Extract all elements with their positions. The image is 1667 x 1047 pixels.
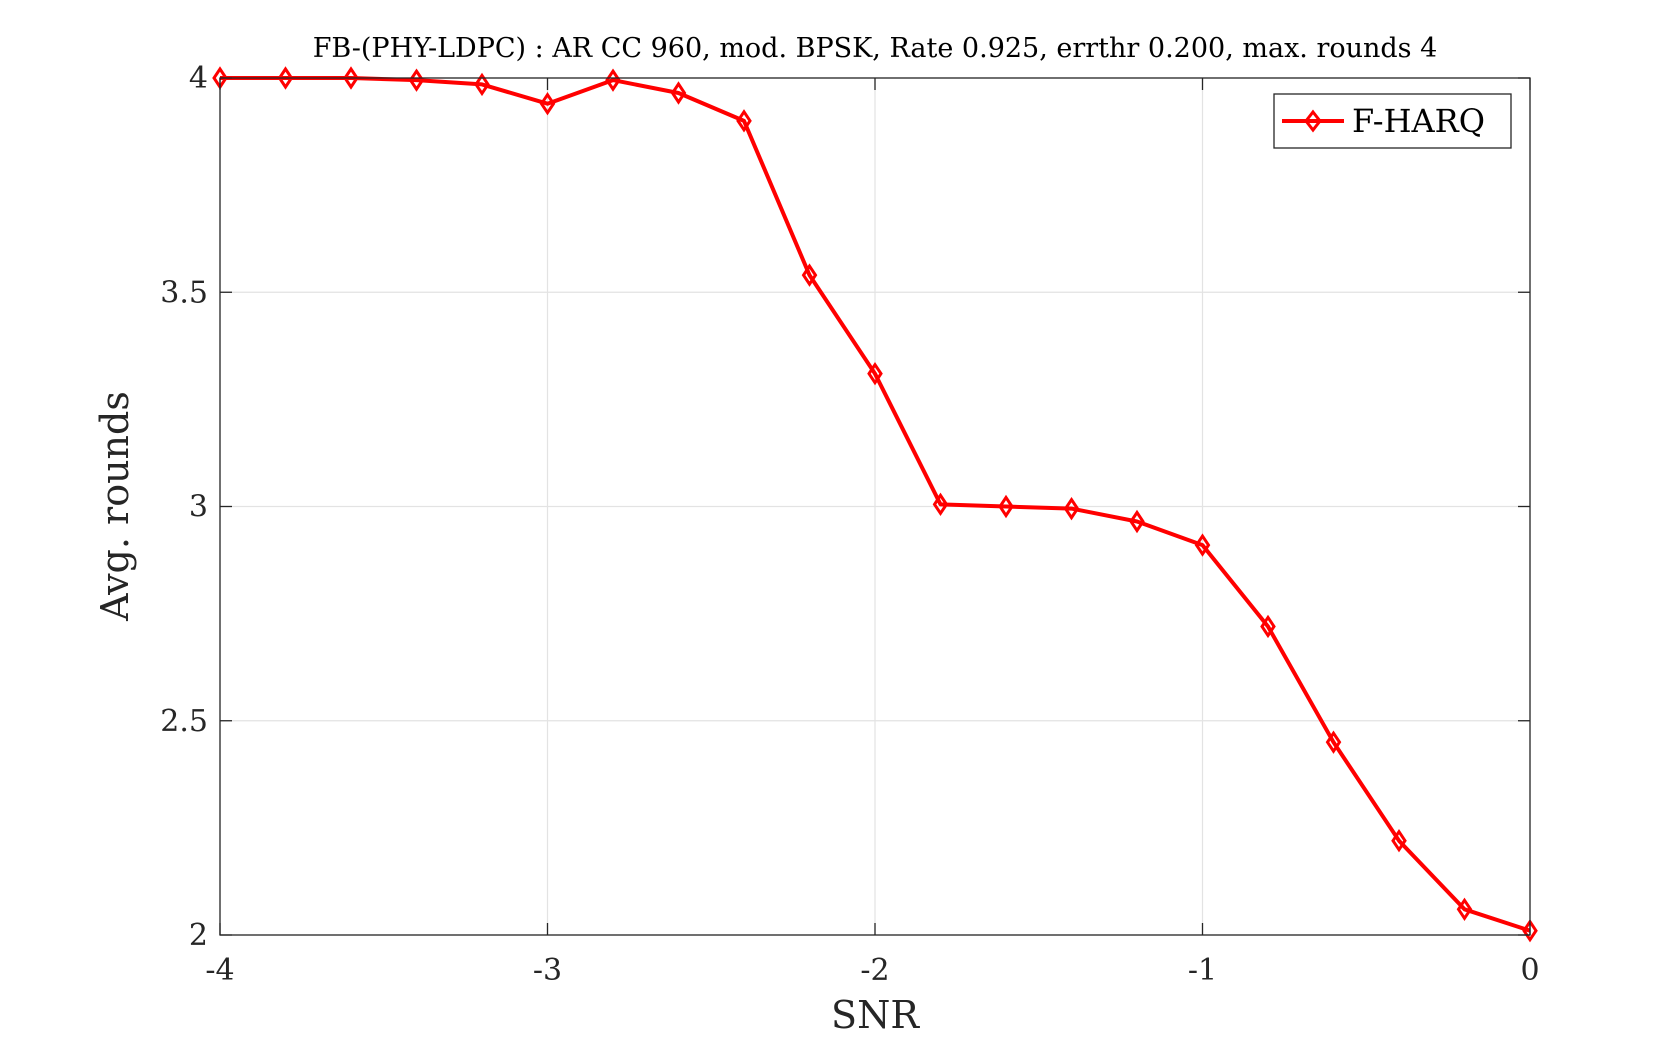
x-tick-label: -1 xyxy=(1188,953,1217,988)
data-point-marker xyxy=(1260,614,1276,639)
data-point-marker xyxy=(408,68,425,92)
legend-box xyxy=(1273,93,1512,149)
y-tick-label: 3.5 xyxy=(160,275,208,310)
data-point-marker xyxy=(1194,533,1211,557)
legend-label: F-HARQ xyxy=(1352,102,1485,140)
y-tick-label: 3 xyxy=(189,490,208,525)
x-tick-label: -4 xyxy=(205,953,234,988)
x-tick-label: -2 xyxy=(860,953,889,988)
y-tick-label: 2.5 xyxy=(160,704,208,739)
data-point-marker xyxy=(1456,897,1473,921)
data-point-marker xyxy=(539,92,556,116)
chart-title: FB-(PHY-LDPC) : AR CC 960, mod. BPSK, Ra… xyxy=(313,33,1438,64)
legend: F-HARQ xyxy=(1273,93,1512,149)
y-tick-label: 2 xyxy=(189,918,208,953)
axis-ticks: -4 -3 -2 -1 0 2 2.5 3 3.5 4 xyxy=(160,61,1539,988)
data-point-marker xyxy=(1129,509,1145,534)
data-point-marker xyxy=(801,263,818,287)
data-point-marker xyxy=(867,361,883,386)
data-point-marker xyxy=(343,66,359,90)
y-axis-label: Avg. rounds xyxy=(93,391,137,622)
data-point-marker xyxy=(736,109,752,133)
data-point-marker xyxy=(474,72,490,97)
x-tick-label: 0 xyxy=(1520,953,1539,988)
y-tick-label: 4 xyxy=(189,61,208,96)
data-point-marker xyxy=(1325,730,1342,754)
legend-diamond-marker xyxy=(1304,109,1322,133)
data-point-marker xyxy=(277,66,294,90)
data-point-marker xyxy=(1522,919,1538,943)
series-line-f-harq xyxy=(220,76,1531,933)
x-tick-label: -3 xyxy=(533,953,562,988)
data-point-marker xyxy=(1063,496,1080,521)
x-axis-label: SNR xyxy=(831,993,920,1037)
series-layer xyxy=(212,66,1538,943)
data-point-marker xyxy=(605,68,621,92)
data-point-marker xyxy=(670,81,687,105)
data-point-marker xyxy=(1391,829,1407,853)
data-point-marker xyxy=(998,494,1014,519)
data-point-marker xyxy=(932,492,949,517)
